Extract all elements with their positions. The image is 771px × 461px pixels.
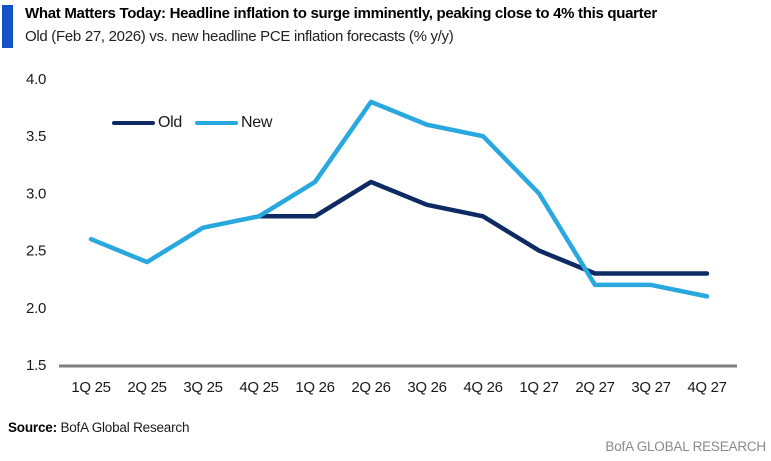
chart-plot-area: 4.0 3.5 3.0 2.5 2.0 1.5 1Q 25 2Q 25 3Q 25 4Q 25 1Q… [26,71,737,396]
x-axis-tick-label: 2Q 26 [351,379,390,396]
chart-legend: Old New [112,114,272,132]
y-axis-tick-label: 4.0 [26,71,46,88]
x-axis-tick-label: 1Q 27 [519,379,558,396]
x-axis-tick-label: 4Q 26 [463,379,502,396]
y-axis-tick-label: 1.5 [26,357,46,374]
legend-item-old: Old [112,114,182,132]
legend-label-old: Old [158,114,182,131]
x-axis-tick-label: 2Q 25 [127,379,166,396]
legend-item-new: New [195,114,272,132]
title-accent-bar [2,5,13,48]
legend-label-new: New [241,114,273,131]
legend-swatch-new-line [195,120,238,126]
x-axis-tick-label: 4Q 25 [239,379,278,396]
x-axis-tick-label: 4Q 27 [687,379,726,396]
y-axis-tick-label: 3.5 [26,128,46,145]
source-note: Source: BofA Global Research [8,420,189,435]
y-axis-tick-label: 2.0 [26,300,46,317]
series-line-new [88,99,710,299]
brand-watermark: BofA GLOBAL RESEARCH [605,439,766,454]
x-axis-tick-label: 1Q 25 [71,379,110,396]
y-axis-tick-label: 2.5 [26,243,46,260]
x-axis-tick-label: 3Q 25 [183,379,222,396]
source-label: Source: [8,420,57,435]
x-axis-tick-label: 3Q 27 [631,379,670,396]
series-line-old [256,179,710,276]
x-axis-tick-label: 2Q 27 [575,379,614,396]
chart-title: What Matters Today: Headline inflation t… [25,5,657,22]
legend-swatch-old-line [112,120,155,126]
chart-subtitle: Old (Feb 27, 2026) vs. new headline PCE … [25,28,454,45]
y-axis-tick-label: 3.0 [26,185,46,202]
source-text: BofA Global Research [60,420,190,435]
x-axis-tick-label: 3Q 26 [407,379,446,396]
x-axis-tick-label: 1Q 26 [295,379,334,396]
